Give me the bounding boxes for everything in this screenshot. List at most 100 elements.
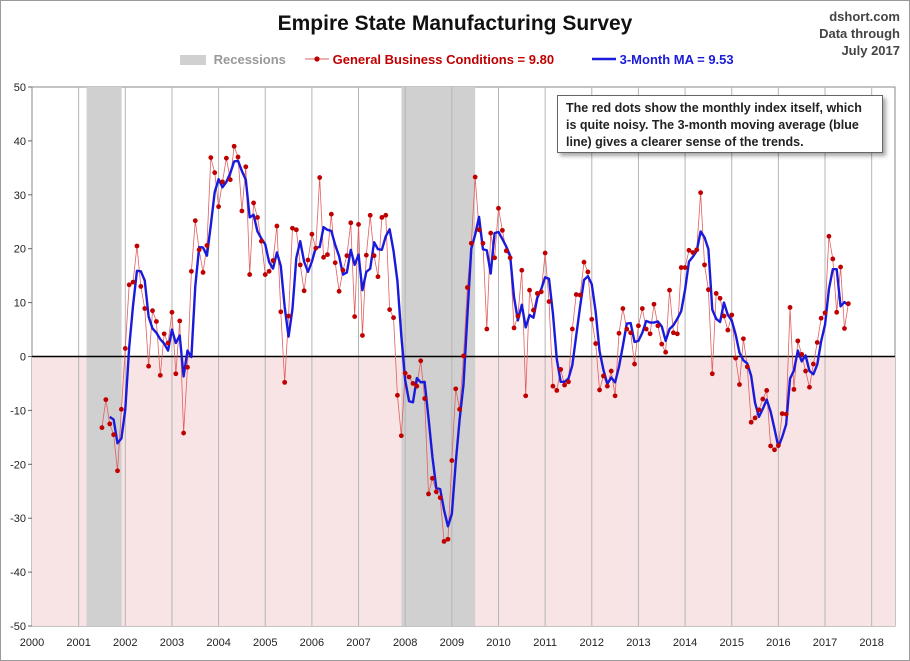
gbc-point xyxy=(208,155,214,161)
gbc-point xyxy=(153,319,159,324)
gbc-point xyxy=(441,538,447,544)
gbc-point xyxy=(721,313,727,319)
gbc-point xyxy=(775,443,781,448)
gbc-point xyxy=(433,489,439,495)
gbc-point xyxy=(134,243,140,249)
gbc-point xyxy=(336,288,342,294)
x-tick-label: 2000 xyxy=(20,637,44,649)
gbc-point xyxy=(235,154,241,160)
gbc-point xyxy=(367,212,373,218)
gbc-point xyxy=(200,270,206,275)
gbc-point xyxy=(740,336,746,342)
recession-swatch xyxy=(180,55,206,65)
gbc-point xyxy=(317,175,323,180)
gbc-point xyxy=(185,364,190,370)
gbc-point xyxy=(177,318,183,324)
gbc-point xyxy=(391,315,396,321)
gbc-point xyxy=(601,373,606,379)
gbc-point xyxy=(717,295,723,301)
gbc-point xyxy=(690,250,696,255)
gbc-point xyxy=(593,341,599,346)
gbc-point xyxy=(748,419,754,425)
gbc-point xyxy=(546,299,552,304)
gbc-point xyxy=(562,382,567,388)
gbc-point xyxy=(488,230,494,236)
gbc-point xyxy=(119,406,124,412)
annotation-box: The red dots show the monthly index itse… xyxy=(557,95,883,153)
x-tick-label: 2008 xyxy=(393,637,417,649)
source-date: July 2017 xyxy=(841,43,900,58)
gbc-point xyxy=(558,367,564,372)
gbc-point xyxy=(227,177,233,183)
gbc-point xyxy=(282,379,288,385)
x-tick-label: 2012 xyxy=(580,637,604,649)
x-tick-label: 2006 xyxy=(300,637,324,649)
gbc-point xyxy=(161,331,167,337)
gbc-point xyxy=(340,267,346,273)
y-tick-label: 40 xyxy=(14,136,26,148)
gbc-point xyxy=(313,245,319,251)
gbc-point xyxy=(278,309,284,315)
x-tick-label: 2011 xyxy=(533,637,557,649)
gbc-point xyxy=(476,227,482,233)
gbc-point xyxy=(395,392,400,398)
gbc-point xyxy=(181,430,187,436)
gbc-point xyxy=(243,164,249,170)
gbc-point xyxy=(667,287,672,293)
source-data-through: Data through xyxy=(819,26,900,41)
gbc-point xyxy=(729,312,735,318)
x-tick-label: 2013 xyxy=(626,637,650,649)
gbc-point xyxy=(344,253,350,259)
gbc-point xyxy=(632,361,637,367)
x-tick-label: 2015 xyxy=(719,637,743,649)
gbc-point xyxy=(659,341,665,347)
gbc-point xyxy=(830,256,836,262)
gbc-point xyxy=(496,205,501,211)
gbc-point xyxy=(142,306,148,311)
gbc-point xyxy=(293,227,299,233)
gbc-point xyxy=(216,204,221,210)
x-tick-label: 2005 xyxy=(253,637,277,649)
x-tick-label: 2001 xyxy=(66,637,90,649)
y-tick-label: -20 xyxy=(10,459,26,471)
gbc-point xyxy=(196,247,202,253)
gbc-point xyxy=(328,211,334,217)
gbc-point xyxy=(733,355,739,361)
gbc-point xyxy=(663,349,669,355)
gbc-swatch xyxy=(305,56,329,62)
gbc-point xyxy=(756,407,762,413)
gbc-point xyxy=(192,218,198,224)
gbc-point xyxy=(231,143,237,149)
gbc-point xyxy=(671,330,676,336)
gbc-point xyxy=(297,262,303,268)
gbc-point xyxy=(783,411,789,417)
gbc-point xyxy=(803,368,808,374)
legend-gbc-label: General Business Conditions = 9.80 xyxy=(332,52,555,67)
gbc-point xyxy=(834,309,840,315)
gbc-point xyxy=(130,279,136,285)
gbc-point xyxy=(624,326,630,332)
gbc-point xyxy=(146,363,152,369)
gbc-point xyxy=(647,331,653,337)
gbc-point xyxy=(499,227,505,233)
gbc-point xyxy=(325,252,330,258)
gbc-point xyxy=(223,155,229,161)
gbc-point xyxy=(255,215,260,220)
gbc-point xyxy=(694,247,700,253)
gbc-point xyxy=(550,383,556,389)
gbc-point xyxy=(290,225,295,231)
gbc-point xyxy=(608,368,614,374)
gbc-point xyxy=(760,396,766,402)
gbc-point xyxy=(169,309,175,315)
x-tick-label: 2017 xyxy=(813,637,837,649)
gbc-point xyxy=(507,255,513,261)
gbc-point xyxy=(709,371,715,377)
x-tick-label: 2007 xyxy=(346,637,370,649)
gbc-point xyxy=(150,308,155,314)
gbc-point xyxy=(702,262,707,268)
legend-ma-label: 3-Month MA = 9.53 xyxy=(619,52,734,67)
legend-ma: 3-Month MA = 9.53 xyxy=(592,52,734,67)
gbc-point xyxy=(398,433,404,439)
gbc-point xyxy=(258,238,264,244)
